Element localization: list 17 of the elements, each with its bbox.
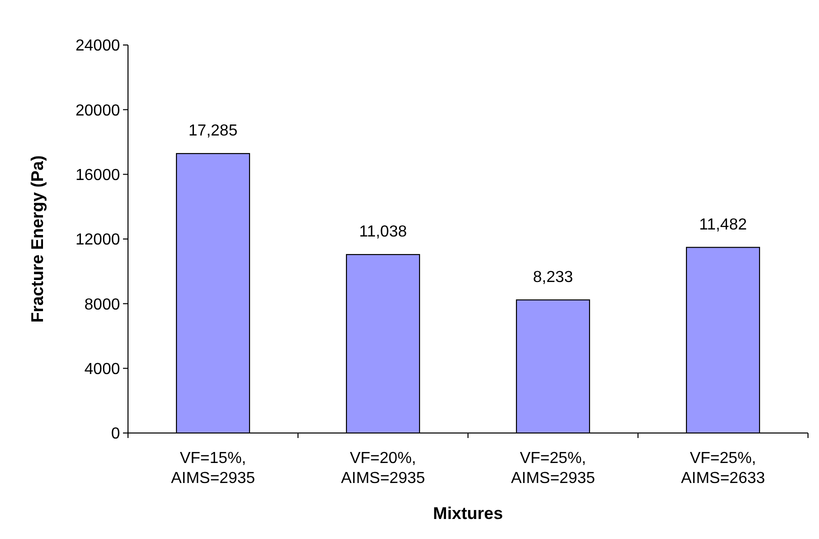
data-label: 17,285 [188,122,238,140]
y-tick-label: 8000 [84,296,120,314]
y-tick-label: 12000 [76,232,120,249]
x-axis-title: Mixtures [433,504,503,523]
x-tick-label: VF=20%, AIMS=2935 [340,450,426,487]
y-tick-label: 16000 [76,166,120,184]
y-tick-label: 24000 [76,38,120,55]
x-tick-label: VF=15%, AIMS=2935 [170,450,256,487]
data-label: 8,233 [532,268,574,286]
y-tick-label: 4000 [84,360,120,378]
y-tick-label: 20000 [76,102,120,120]
y-axis-title: Fracture Energy (Pa) [28,155,47,323]
data-label: 11,482 [699,216,747,234]
data-label: 11,038 [359,224,407,241]
x-tick-label: VF=25%, AIMS=2633 [680,450,766,487]
x-tick-label: VF=25%, AIMS=2935 [510,450,596,487]
y-tick-label: 0 [111,426,120,443]
